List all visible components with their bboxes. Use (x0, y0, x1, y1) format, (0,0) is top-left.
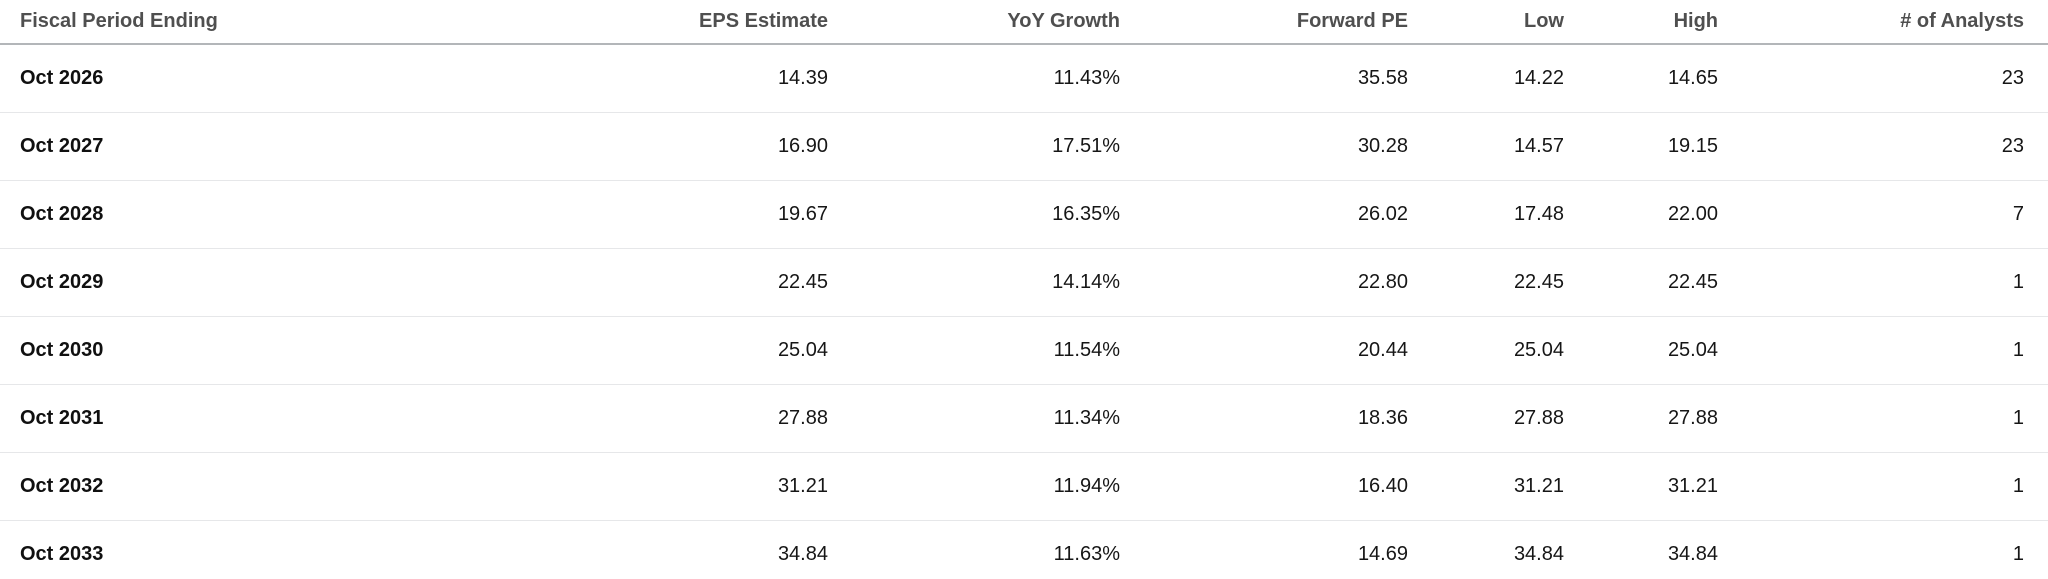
cell-fiscal-period: Oct 2027 (0, 112, 455, 181)
cell-num-analysts: 1 (1718, 248, 2048, 317)
cell-eps-estimate: 16.90 (455, 112, 828, 181)
cell-low: 25.04 (1408, 316, 1564, 385)
col-header-forward-pe: Forward PE (1120, 0, 1408, 45)
cell-fiscal-period: Oct 2029 (0, 248, 455, 317)
cell-forward-pe: 18.36 (1120, 384, 1408, 453)
cell-eps-estimate: 25.04 (455, 316, 828, 385)
cell-yoy-growth: 17.51% (828, 112, 1120, 181)
cell-yoy-growth: 16.35% (828, 180, 1120, 249)
cell-num-analysts: 1 (1718, 316, 2048, 385)
cell-forward-pe: 16.40 (1120, 452, 1408, 521)
cell-num-analysts: 1 (1718, 384, 2048, 453)
cell-fiscal-period: Oct 2033 (0, 520, 455, 579)
col-header-eps-estimate: EPS Estimate (455, 0, 828, 45)
cell-fiscal-period: Oct 2026 (0, 44, 455, 113)
cell-yoy-growth: 11.34% (828, 384, 1120, 453)
cell-low: 27.88 (1408, 384, 1564, 453)
cell-low: 22.45 (1408, 248, 1564, 317)
table-row: Oct 2031 27.88 11.34% 18.36 27.88 27.88 … (0, 384, 2048, 453)
header-row: Fiscal Period Ending EPS Estimate YoY Gr… (0, 0, 2048, 45)
cell-num-analysts: 23 (1718, 44, 2048, 113)
cell-forward-pe: 35.58 (1120, 44, 1408, 113)
table-row: Oct 2030 25.04 11.54% 20.44 25.04 25.04 … (0, 316, 2048, 385)
cell-num-analysts: 23 (1718, 112, 2048, 181)
cell-eps-estimate: 22.45 (455, 248, 828, 317)
cell-low: 17.48 (1408, 180, 1564, 249)
cell-eps-estimate: 31.21 (455, 452, 828, 521)
cell-eps-estimate: 34.84 (455, 520, 828, 579)
col-header-fiscal-period-ending: Fiscal Period Ending (0, 0, 455, 45)
cell-low: 31.21 (1408, 452, 1564, 521)
cell-yoy-growth: 11.63% (828, 520, 1120, 579)
cell-fiscal-period: Oct 2030 (0, 316, 455, 385)
cell-high: 31.21 (1564, 452, 1718, 521)
table-row: Oct 2027 16.90 17.51% 30.28 14.57 19.15 … (0, 112, 2048, 181)
cell-high: 27.88 (1564, 384, 1718, 453)
cell-yoy-growth: 11.43% (828, 44, 1120, 113)
table-body: Oct 2026 14.39 11.43% 35.58 14.22 14.65 … (0, 44, 2048, 579)
col-header-high: High (1564, 0, 1718, 45)
table-row: Oct 2033 34.84 11.63% 14.69 34.84 34.84 … (0, 520, 2048, 579)
cell-high: 25.04 (1564, 316, 1718, 385)
cell-low: 14.22 (1408, 44, 1564, 113)
cell-high: 34.84 (1564, 520, 1718, 579)
cell-num-analysts: 7 (1718, 180, 2048, 249)
cell-yoy-growth: 11.54% (828, 316, 1120, 385)
cell-eps-estimate: 19.67 (455, 180, 828, 249)
col-header-yoy-growth: YoY Growth (828, 0, 1120, 45)
cell-forward-pe: 30.28 (1120, 112, 1408, 181)
table-row: Oct 2026 14.39 11.43% 35.58 14.22 14.65 … (0, 44, 2048, 113)
cell-yoy-growth: 11.94% (828, 452, 1120, 521)
cell-eps-estimate: 27.88 (455, 384, 828, 453)
cell-forward-pe: 22.80 (1120, 248, 1408, 317)
cell-low: 14.57 (1408, 112, 1564, 181)
cell-num-analysts: 1 (1718, 452, 2048, 521)
col-header-low: Low (1408, 0, 1564, 45)
table-row: Oct 2032 31.21 11.94% 16.40 31.21 31.21 … (0, 452, 2048, 521)
cell-forward-pe: 20.44 (1120, 316, 1408, 385)
cell-fiscal-period: Oct 2028 (0, 180, 455, 249)
cell-fiscal-period: Oct 2031 (0, 384, 455, 453)
cell-fiscal-period: Oct 2032 (0, 452, 455, 521)
col-header-num-analysts: # of Analysts (1718, 0, 2048, 45)
table-row: Oct 2029 22.45 14.14% 22.80 22.45 22.45 … (0, 248, 2048, 317)
table-row: Oct 2028 19.67 16.35% 26.02 17.48 22.00 … (0, 180, 2048, 249)
cell-forward-pe: 14.69 (1120, 520, 1408, 579)
cell-num-analysts: 1 (1718, 520, 2048, 579)
cell-low: 34.84 (1408, 520, 1564, 579)
cell-eps-estimate: 14.39 (455, 44, 828, 113)
cell-forward-pe: 26.02 (1120, 180, 1408, 249)
cell-high: 22.00 (1564, 180, 1718, 249)
cell-high: 19.15 (1564, 112, 1718, 181)
cell-high: 14.65 (1564, 44, 1718, 113)
cell-yoy-growth: 14.14% (828, 248, 1120, 317)
cell-high: 22.45 (1564, 248, 1718, 317)
